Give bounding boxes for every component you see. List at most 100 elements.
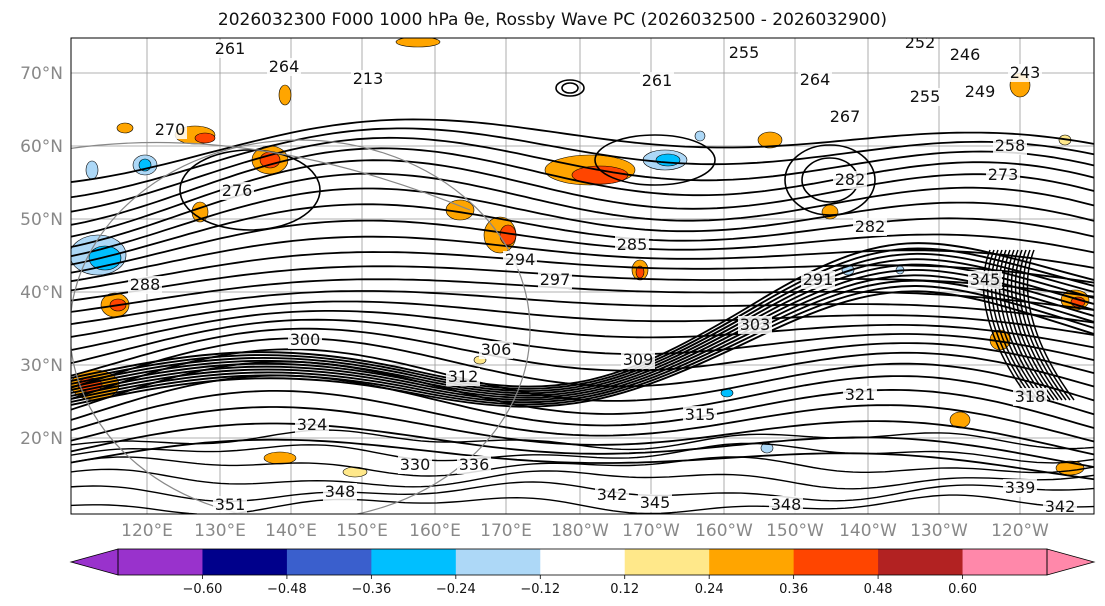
colorbar-tick-label: 0.60 <box>948 582 977 597</box>
longitude-label: 150°W <box>766 521 824 541</box>
contour-label: 288 <box>130 275 161 294</box>
contour-line <box>990 249 1039 401</box>
colorbar-segment <box>371 549 457 575</box>
contour-line <box>71 258 1094 395</box>
longitude-label: 140°W <box>839 521 897 541</box>
contour-label: 252 <box>905 33 936 52</box>
contour-label: 351 <box>215 495 246 514</box>
contour-label-background <box>1043 498 1077 514</box>
contour-label: 258 <box>995 136 1026 155</box>
contour-line <box>998 249 1047 401</box>
colorbar-segment <box>878 549 964 575</box>
latitude-axis: 70°N 60°N 50°N 40°N 30°N 20°N <box>20 64 63 449</box>
contour-line <box>71 252 1094 393</box>
contour-label-background <box>220 182 254 200</box>
contour-closed <box>784 144 876 216</box>
contour-line <box>71 468 1094 490</box>
contour-label-background <box>267 58 301 76</box>
longitude-label: 160°E <box>409 521 461 541</box>
colorbar-tick-label: −0.48 <box>267 582 307 597</box>
longitude-label: 170°E <box>480 521 532 541</box>
colorbar-segment <box>540 549 626 575</box>
anomaly-patch-light_blue <box>85 160 99 180</box>
contour-label-background <box>903 38 937 52</box>
contour-label-background <box>288 331 322 349</box>
colorbar-segment <box>962 549 1048 575</box>
contour-label-background <box>801 271 835 289</box>
contour-label-background <box>948 46 982 64</box>
contour-line <box>71 147 1094 226</box>
contour-line <box>71 406 1094 456</box>
contour-line <box>71 456 1094 477</box>
contour-label-background <box>833 171 867 189</box>
contour-label: 324 <box>297 415 328 434</box>
contour-label: 321 <box>845 385 876 404</box>
contour-line <box>71 203 1094 266</box>
contour-label: 342 <box>597 485 628 504</box>
contour-label-background <box>843 386 877 404</box>
contour-label-background <box>621 351 655 369</box>
contour-closed <box>594 134 716 186</box>
contour-line <box>71 327 1094 377</box>
contour-label: 282 <box>835 170 866 189</box>
contour-label: 282 <box>855 217 886 236</box>
colorbar-extend-low <box>69 548 119 576</box>
latitude-label: 30°N <box>20 356 63 376</box>
contour-label: 246 <box>950 45 981 64</box>
contour-label: 255 <box>910 87 941 106</box>
colorbar-tick-label: −0.24 <box>436 582 476 597</box>
contour-label-background <box>213 40 247 58</box>
contour-label-background <box>351 70 385 88</box>
contour-label-background <box>769 496 803 514</box>
contour-label: 339 <box>1005 478 1036 497</box>
colorbar-tick-label: 0.36 <box>779 582 808 597</box>
contour-label: 267 <box>830 107 861 126</box>
contour-line <box>71 318 1094 365</box>
anomaly-patch-orange <box>263 451 297 465</box>
contour-closed <box>555 79 585 97</box>
colorbar-segment <box>793 549 879 575</box>
contour-line <box>1014 249 1063 401</box>
contour-label: 300 <box>290 330 321 349</box>
contour-label: 261 <box>642 71 673 90</box>
colorbar-segment <box>709 549 795 575</box>
contour-label-background <box>683 406 717 424</box>
contour-label: 330 <box>400 455 431 474</box>
contour-line <box>71 300 1094 338</box>
plot-frame <box>70 37 1095 515</box>
colorbar-segment <box>624 549 710 575</box>
latitude-label: 40°N <box>20 283 63 303</box>
longitude-label: 170°W <box>622 521 680 541</box>
contour-label-background <box>853 218 887 236</box>
contour-line <box>71 279 1094 404</box>
colorbar-tick-label: −0.12 <box>520 582 560 597</box>
contour-label: 255 <box>729 43 760 62</box>
contour-label: 312 <box>448 367 479 386</box>
contour-line <box>71 247 1094 390</box>
contour-label-background <box>1013 388 1047 406</box>
contour-label: 291 <box>803 270 834 289</box>
contour-labels: 261 264 213 255 261 264 267 252 246 243 249 255 258 2… <box>128 33 1077 514</box>
colorbar-segment <box>118 549 203 575</box>
contour-label: 285 <box>617 235 648 254</box>
contour-label: 345 <box>970 270 1001 289</box>
contour-line <box>71 429 1094 451</box>
longitude-label: 150°E <box>336 521 388 541</box>
contour-label-background <box>153 121 187 139</box>
contour-label-background <box>908 88 942 106</box>
contour-label-background <box>640 72 674 90</box>
latitude-label: 50°N <box>20 210 63 230</box>
contour-line <box>71 118 1094 183</box>
contour-line <box>1002 249 1051 401</box>
contour-label: 297 <box>540 270 571 289</box>
contour-label: 345 <box>640 493 671 512</box>
contour-line <box>71 269 1094 399</box>
contour-label-background <box>727 44 761 62</box>
contour-closed <box>179 149 321 231</box>
contour-line <box>71 136 1094 213</box>
contour-line <box>71 242 1094 388</box>
contour-line <box>1018 249 1067 401</box>
contour-label-background <box>538 271 572 289</box>
longitude-label: 180°W <box>551 521 609 541</box>
contour-label: 273 <box>988 165 1019 184</box>
